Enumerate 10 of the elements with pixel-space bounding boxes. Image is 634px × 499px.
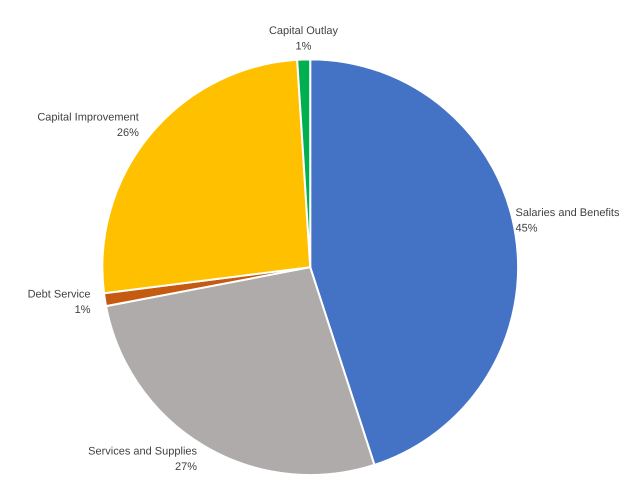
data-label: 26% [116,126,140,139]
data-label: 1% [296,40,312,53]
slice-label: Debt Service [28,288,91,300]
slice-label: Capital Outlay [268,25,339,38]
slice-label: Capital Improvement [37,111,139,124]
data-label: 1% [74,304,91,316]
slice-label: Salaries and Benefits [516,206,620,219]
data-label: 45% [516,222,538,235]
slice-label: Services and Supplies [88,445,198,458]
data-label: 27% [174,460,198,473]
